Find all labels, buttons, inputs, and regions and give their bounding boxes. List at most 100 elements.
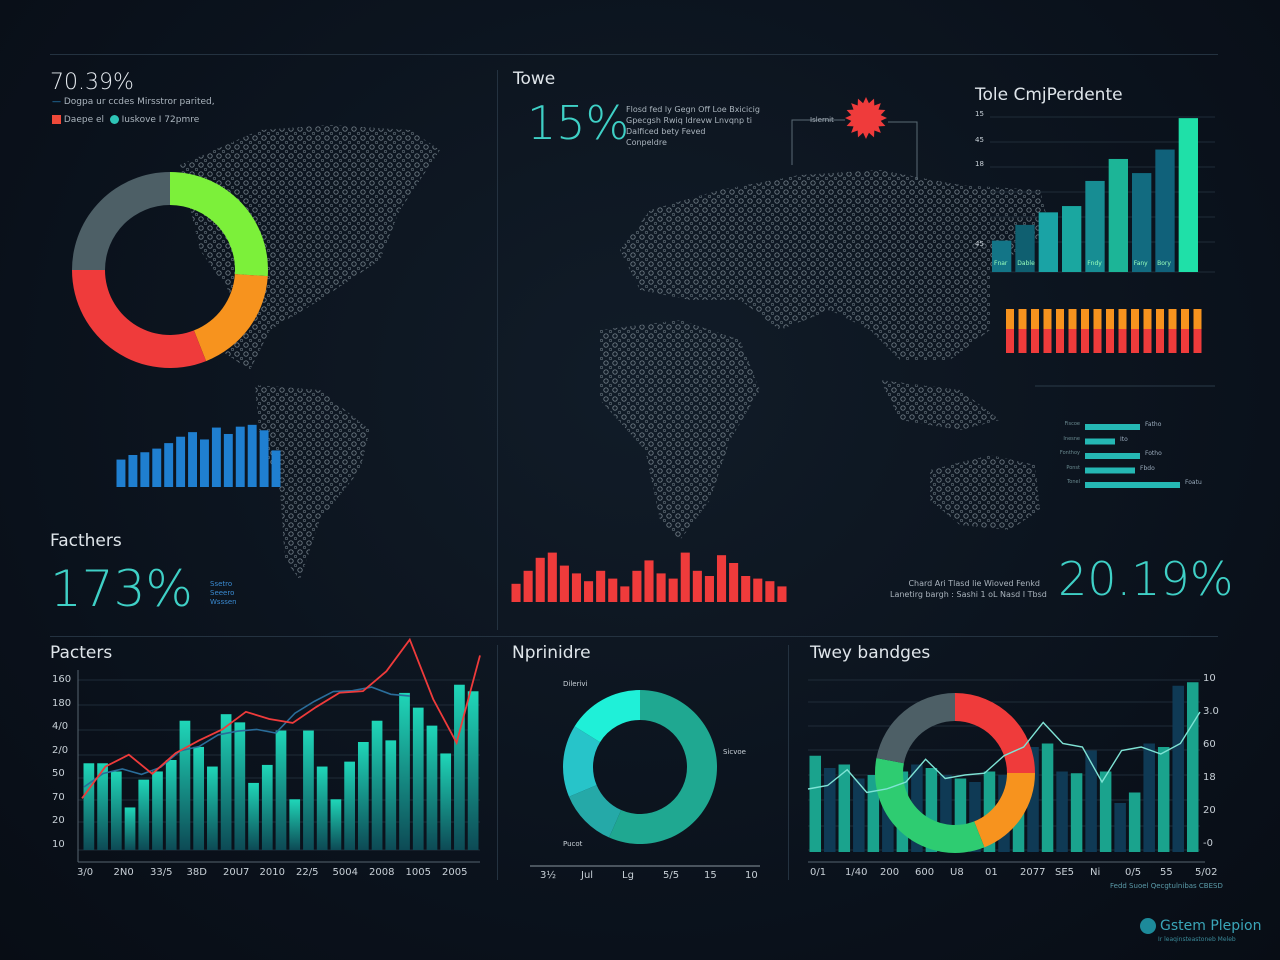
kpi-right-desc: Chard Ari Tlasd lie Wioved Fenkd Lanetir…: [890, 578, 1047, 600]
stripe-bar-bottom: [1031, 329, 1039, 353]
x-tick: 15: [704, 870, 717, 881]
stripe-bar-top: [1118, 309, 1127, 329]
twey-bar: [1085, 750, 1097, 852]
hbar: [1085, 453, 1140, 459]
y-tick: 20: [1203, 805, 1216, 816]
brand-logo: Gstem Plepion: [1140, 918, 1262, 934]
red-bars-bar: [644, 560, 654, 602]
twey-bar: [809, 755, 822, 852]
twey-bar: [1172, 685, 1184, 852]
nprinidre-title: Nprinidre: [512, 643, 591, 663]
stripe-bar-top: [1031, 309, 1039, 329]
pacters-bar: [138, 779, 150, 850]
bar-label: Dable: [1017, 260, 1035, 267]
stripe-bar-bottom: [1168, 329, 1177, 353]
y-tick: 70: [52, 791, 65, 803]
pacters-bar: [220, 714, 232, 850]
pacters-bar: [467, 691, 479, 850]
y-tick: 20: [52, 815, 65, 826]
y-tick: 3.0: [1203, 706, 1219, 717]
x-tick: U8: [950, 867, 964, 878]
legend-swatch: [109, 115, 119, 124]
twey-donut-slice-1: [974, 773, 1035, 848]
red-bars-bar: [559, 565, 569, 602]
blue-bars-bar: [152, 448, 162, 487]
red-bars-bar: [753, 578, 763, 602]
red-bars-bar: [741, 576, 751, 602]
x-tick: SE5: [1055, 867, 1075, 878]
stripe-bar-top: [1181, 309, 1189, 329]
x-tick: 5/02: [1195, 867, 1218, 878]
twey-bar: [1070, 773, 1083, 852]
pacters-bar: [261, 764, 273, 850]
y-tick: 50: [52, 768, 65, 779]
towe-desc: Flosd fed ly Gegn Off Loe Bxicicig Gpecg…: [626, 104, 760, 148]
stripe-bar-bottom: [1106, 329, 1114, 353]
top-divider: [50, 54, 1218, 55]
stripe-bar-top: [1168, 309, 1177, 329]
pacters-bar: [399, 692, 410, 850]
donut-top-left-slice-1: [193, 274, 268, 362]
hbar: [1085, 482, 1180, 488]
brand-name: Gstem Plepion: [1160, 918, 1262, 934]
facthers-legend: Ssetro Seeero Wsssen: [210, 580, 237, 607]
top-right-bar: [1132, 173, 1152, 272]
blue-bars-bar: [200, 439, 209, 487]
pacters-bar: [426, 725, 438, 850]
pacters-bar: [110, 771, 122, 850]
desc-line: Conpeldre: [626, 138, 667, 147]
towe-value: 15%: [527, 96, 630, 150]
twey-bar: [983, 771, 996, 852]
globe-icon: [1140, 918, 1156, 934]
hbar: [1085, 424, 1140, 430]
x-tick: 20U7: [223, 867, 250, 878]
map-southeast-asia: [880, 380, 1000, 430]
twey-bar: [1099, 771, 1112, 852]
y-tick: 4/0: [52, 721, 69, 732]
stripe-bar-top: [1106, 309, 1114, 329]
pacters-bar: [97, 763, 108, 850]
pacters-bar: [454, 684, 465, 850]
twey-bar: [1041, 743, 1054, 852]
desc-line: Lanetirg bargh : Sashi 1 oL Nasd I Tbsd: [890, 590, 1047, 599]
pacters-bar: [193, 746, 205, 850]
twey-bar: [1056, 771, 1068, 852]
y-tick: 10: [52, 838, 65, 850]
red-bars-bar: [668, 578, 678, 602]
pacters-bar: [83, 763, 95, 850]
twey-donut-slice-0: [955, 693, 1035, 773]
twey-bar: [1143, 743, 1155, 852]
map-africa: [600, 320, 760, 540]
twey-bar: [925, 768, 938, 852]
stripe-bar-top: [1043, 309, 1052, 329]
blue-bars-bar: [271, 450, 281, 487]
stripe-bar-bottom: [1118, 329, 1127, 353]
blue-bars-bar: [176, 436, 186, 487]
red-bars-bar: [547, 552, 557, 602]
towe-title: Towe: [513, 69, 556, 89]
pacters-bar: [412, 707, 424, 850]
blue-bars-bar: [247, 424, 257, 487]
slice-label: Pucot: [563, 840, 583, 848]
donut-top-left-slice-3: [72, 172, 170, 270]
x-tick: 1/40: [845, 867, 868, 878]
y-tick: 10: [1203, 673, 1216, 684]
y-tick: 45: [975, 240, 984, 248]
twey-bar: [911, 764, 923, 852]
x-tick: 2005: [442, 867, 468, 878]
stripe-bar-top: [1131, 309, 1139, 329]
red-bars-bar: [584, 581, 594, 602]
hbar: [1085, 438, 1115, 445]
hbar-value: Ito: [1120, 435, 1128, 443]
x-tick: 2077: [1020, 867, 1046, 878]
stripe-bar-top: [1143, 309, 1152, 329]
stripe-bar-top: [1006, 309, 1014, 329]
red-bars-bar: [729, 563, 739, 602]
donut-bottom-mid-slice-1: [568, 785, 622, 838]
twey-title: Twey bandges: [810, 643, 931, 663]
twey-bar: [824, 768, 836, 852]
hbar-value: Fbdo: [1140, 464, 1155, 472]
y-tick: 2/0: [52, 744, 69, 756]
x-tick: 55: [1160, 867, 1173, 878]
facthers-value: 173%: [50, 560, 193, 618]
